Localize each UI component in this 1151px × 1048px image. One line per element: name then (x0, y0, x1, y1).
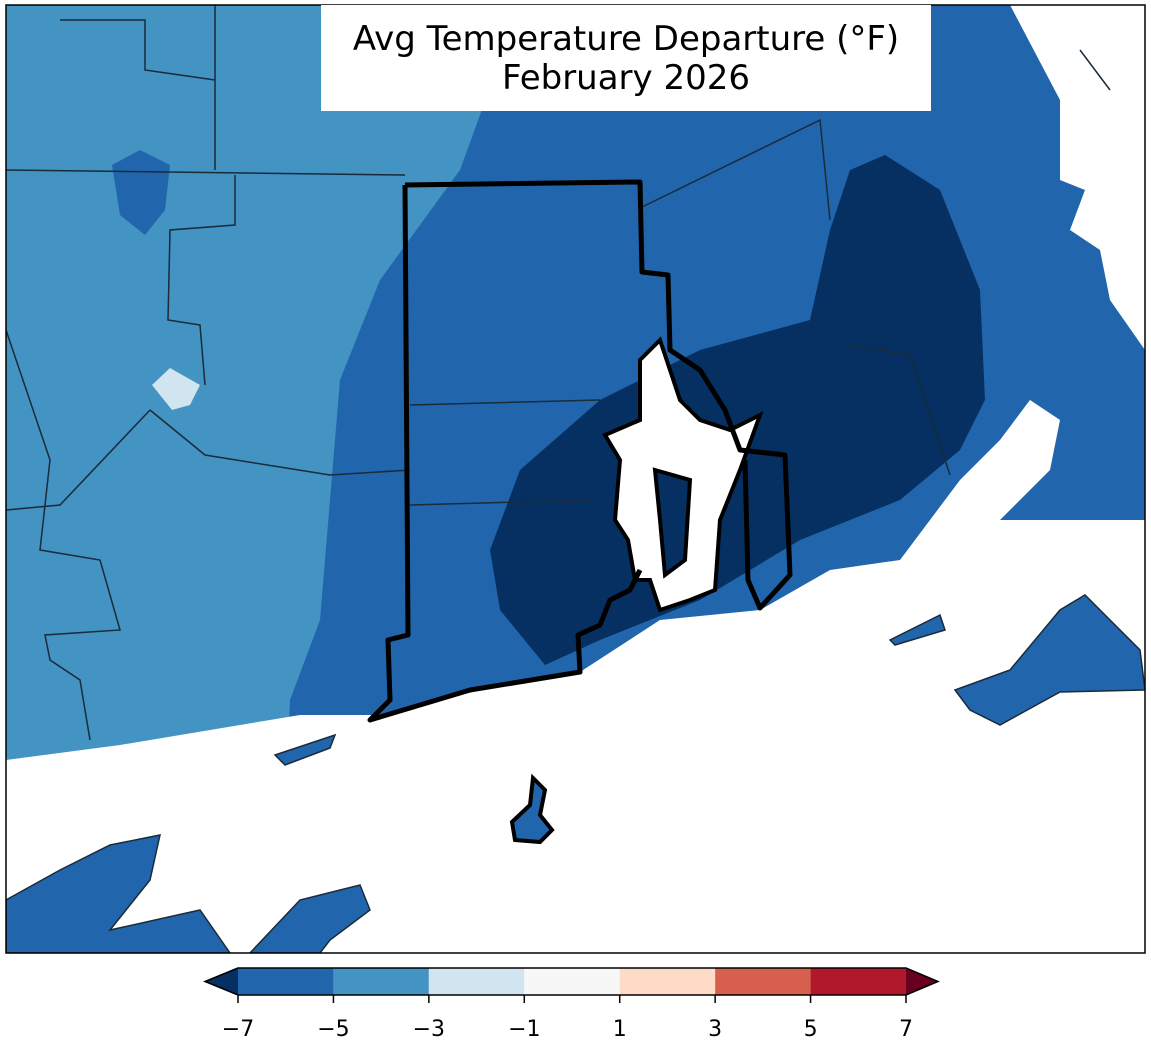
colorbar-segment (715, 968, 811, 995)
colorbar-segment (238, 968, 334, 995)
colorbar-segment (333, 968, 429, 995)
island (888, 613, 946, 646)
block-island (509, 773, 555, 845)
colorbar-tick-label: −7 (222, 1017, 254, 1042)
map (6, 5, 1145, 953)
colorbar-extension (205, 968, 238, 995)
colorbar-segment (428, 968, 525, 995)
island (652, 467, 693, 579)
colorbar-segment (810, 968, 906, 995)
colorbar-segment (619, 968, 716, 995)
colorbar-extension (906, 968, 938, 995)
colorbar-segment (524, 968, 620, 995)
colorbar-tick-label: 7 (899, 1017, 913, 1042)
colorbar-tick-label: −5 (317, 1017, 349, 1042)
region-fill (152, 368, 200, 410)
long-island (6, 834, 231, 953)
long-island (248, 884, 371, 953)
state-border (367, 179, 793, 723)
colorbar-tick-label: 1 (613, 1017, 627, 1042)
marthas-vineyard (953, 594, 1145, 726)
title-box (321, 5, 931, 111)
county-border (6, 5, 1111, 741)
island (273, 733, 337, 766)
ocean (6, 400, 1145, 953)
colorbar-tick-label: 3 (708, 1017, 722, 1042)
region-fill (490, 155, 985, 665)
colorbar: −7 −5 −3 −1 1 3 5 7 (203, 967, 940, 1042)
colorbar-tick-label: −1 (508, 1017, 540, 1042)
narragansett-bay (602, 336, 764, 613)
title: Avg Temperature Departure (°F) (353, 19, 899, 59)
outside-land (1010, 5, 1145, 350)
colorbar-tick-label: −3 (413, 1017, 445, 1042)
subtitle: February 2026 (502, 58, 750, 98)
colorbar-tick-label: 5 (804, 1017, 818, 1042)
